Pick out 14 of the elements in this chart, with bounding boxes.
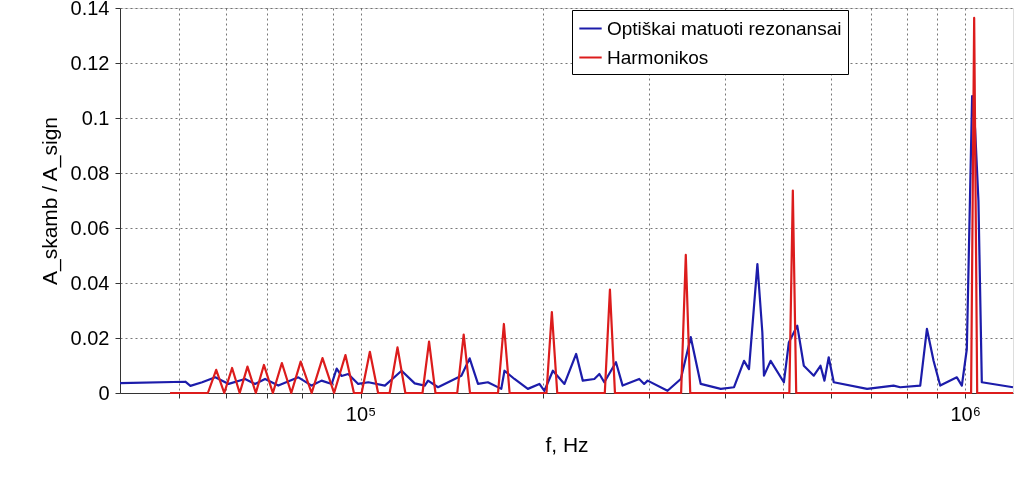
x-tick-label: 10⁶ — [950, 402, 981, 425]
y-tick-label: 0.1 — [81, 106, 110, 129]
y-tick-label: 0.02 — [70, 326, 110, 349]
x-tick-label: 10⁵ — [345, 402, 377, 425]
y-tick-label: 0.12 — [70, 51, 110, 74]
y-tick-label: 0 — [98, 381, 110, 404]
y-tick-label: 0.04 — [70, 271, 110, 294]
y-axis-title: A_skamb / A_sign — [37, 116, 62, 286]
legend-label: Optiškai matuoti rezonansai — [607, 17, 842, 39]
x-axis-title: f, Hz — [545, 432, 589, 456]
y-tick-label: 0.08 — [70, 161, 110, 184]
y-tick-label: 0.14 — [70, 0, 110, 19]
y-tick-label: 0.06 — [70, 216, 110, 239]
legend-label: Harmonikos — [607, 46, 709, 68]
